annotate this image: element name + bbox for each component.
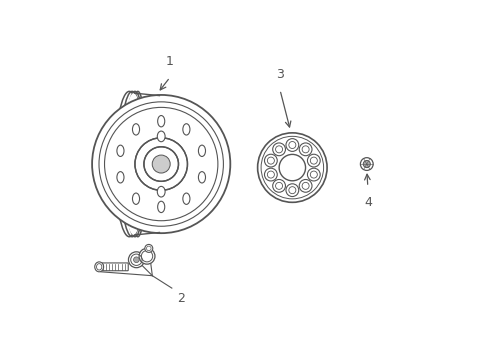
Circle shape [299,143,311,156]
Circle shape [133,257,139,262]
Circle shape [360,158,372,170]
Ellipse shape [183,193,189,204]
Circle shape [152,155,170,173]
Circle shape [143,147,178,181]
Circle shape [135,138,187,190]
Circle shape [363,161,369,168]
Circle shape [272,143,285,156]
Ellipse shape [157,131,165,142]
Ellipse shape [157,116,164,127]
Circle shape [299,180,311,192]
Ellipse shape [157,201,164,212]
Text: 3: 3 [275,68,284,81]
Ellipse shape [198,172,205,183]
Ellipse shape [117,145,124,157]
Circle shape [144,244,152,252]
Circle shape [264,154,277,167]
Ellipse shape [132,124,139,135]
Circle shape [285,184,298,197]
Circle shape [279,154,305,181]
Ellipse shape [122,93,144,235]
Circle shape [139,248,155,264]
Circle shape [272,180,285,192]
Circle shape [307,154,320,167]
Ellipse shape [157,186,165,197]
Circle shape [264,168,277,181]
Ellipse shape [198,145,205,157]
Circle shape [307,168,320,181]
Ellipse shape [132,193,139,204]
Ellipse shape [183,124,189,135]
Ellipse shape [95,262,103,272]
Circle shape [92,95,230,233]
Ellipse shape [117,172,124,183]
Text: 4: 4 [363,196,371,209]
Text: 1: 1 [166,55,174,68]
Text: 2: 2 [177,292,184,305]
FancyBboxPatch shape [100,263,128,271]
Circle shape [285,139,298,152]
Circle shape [257,133,326,202]
Circle shape [128,252,144,268]
